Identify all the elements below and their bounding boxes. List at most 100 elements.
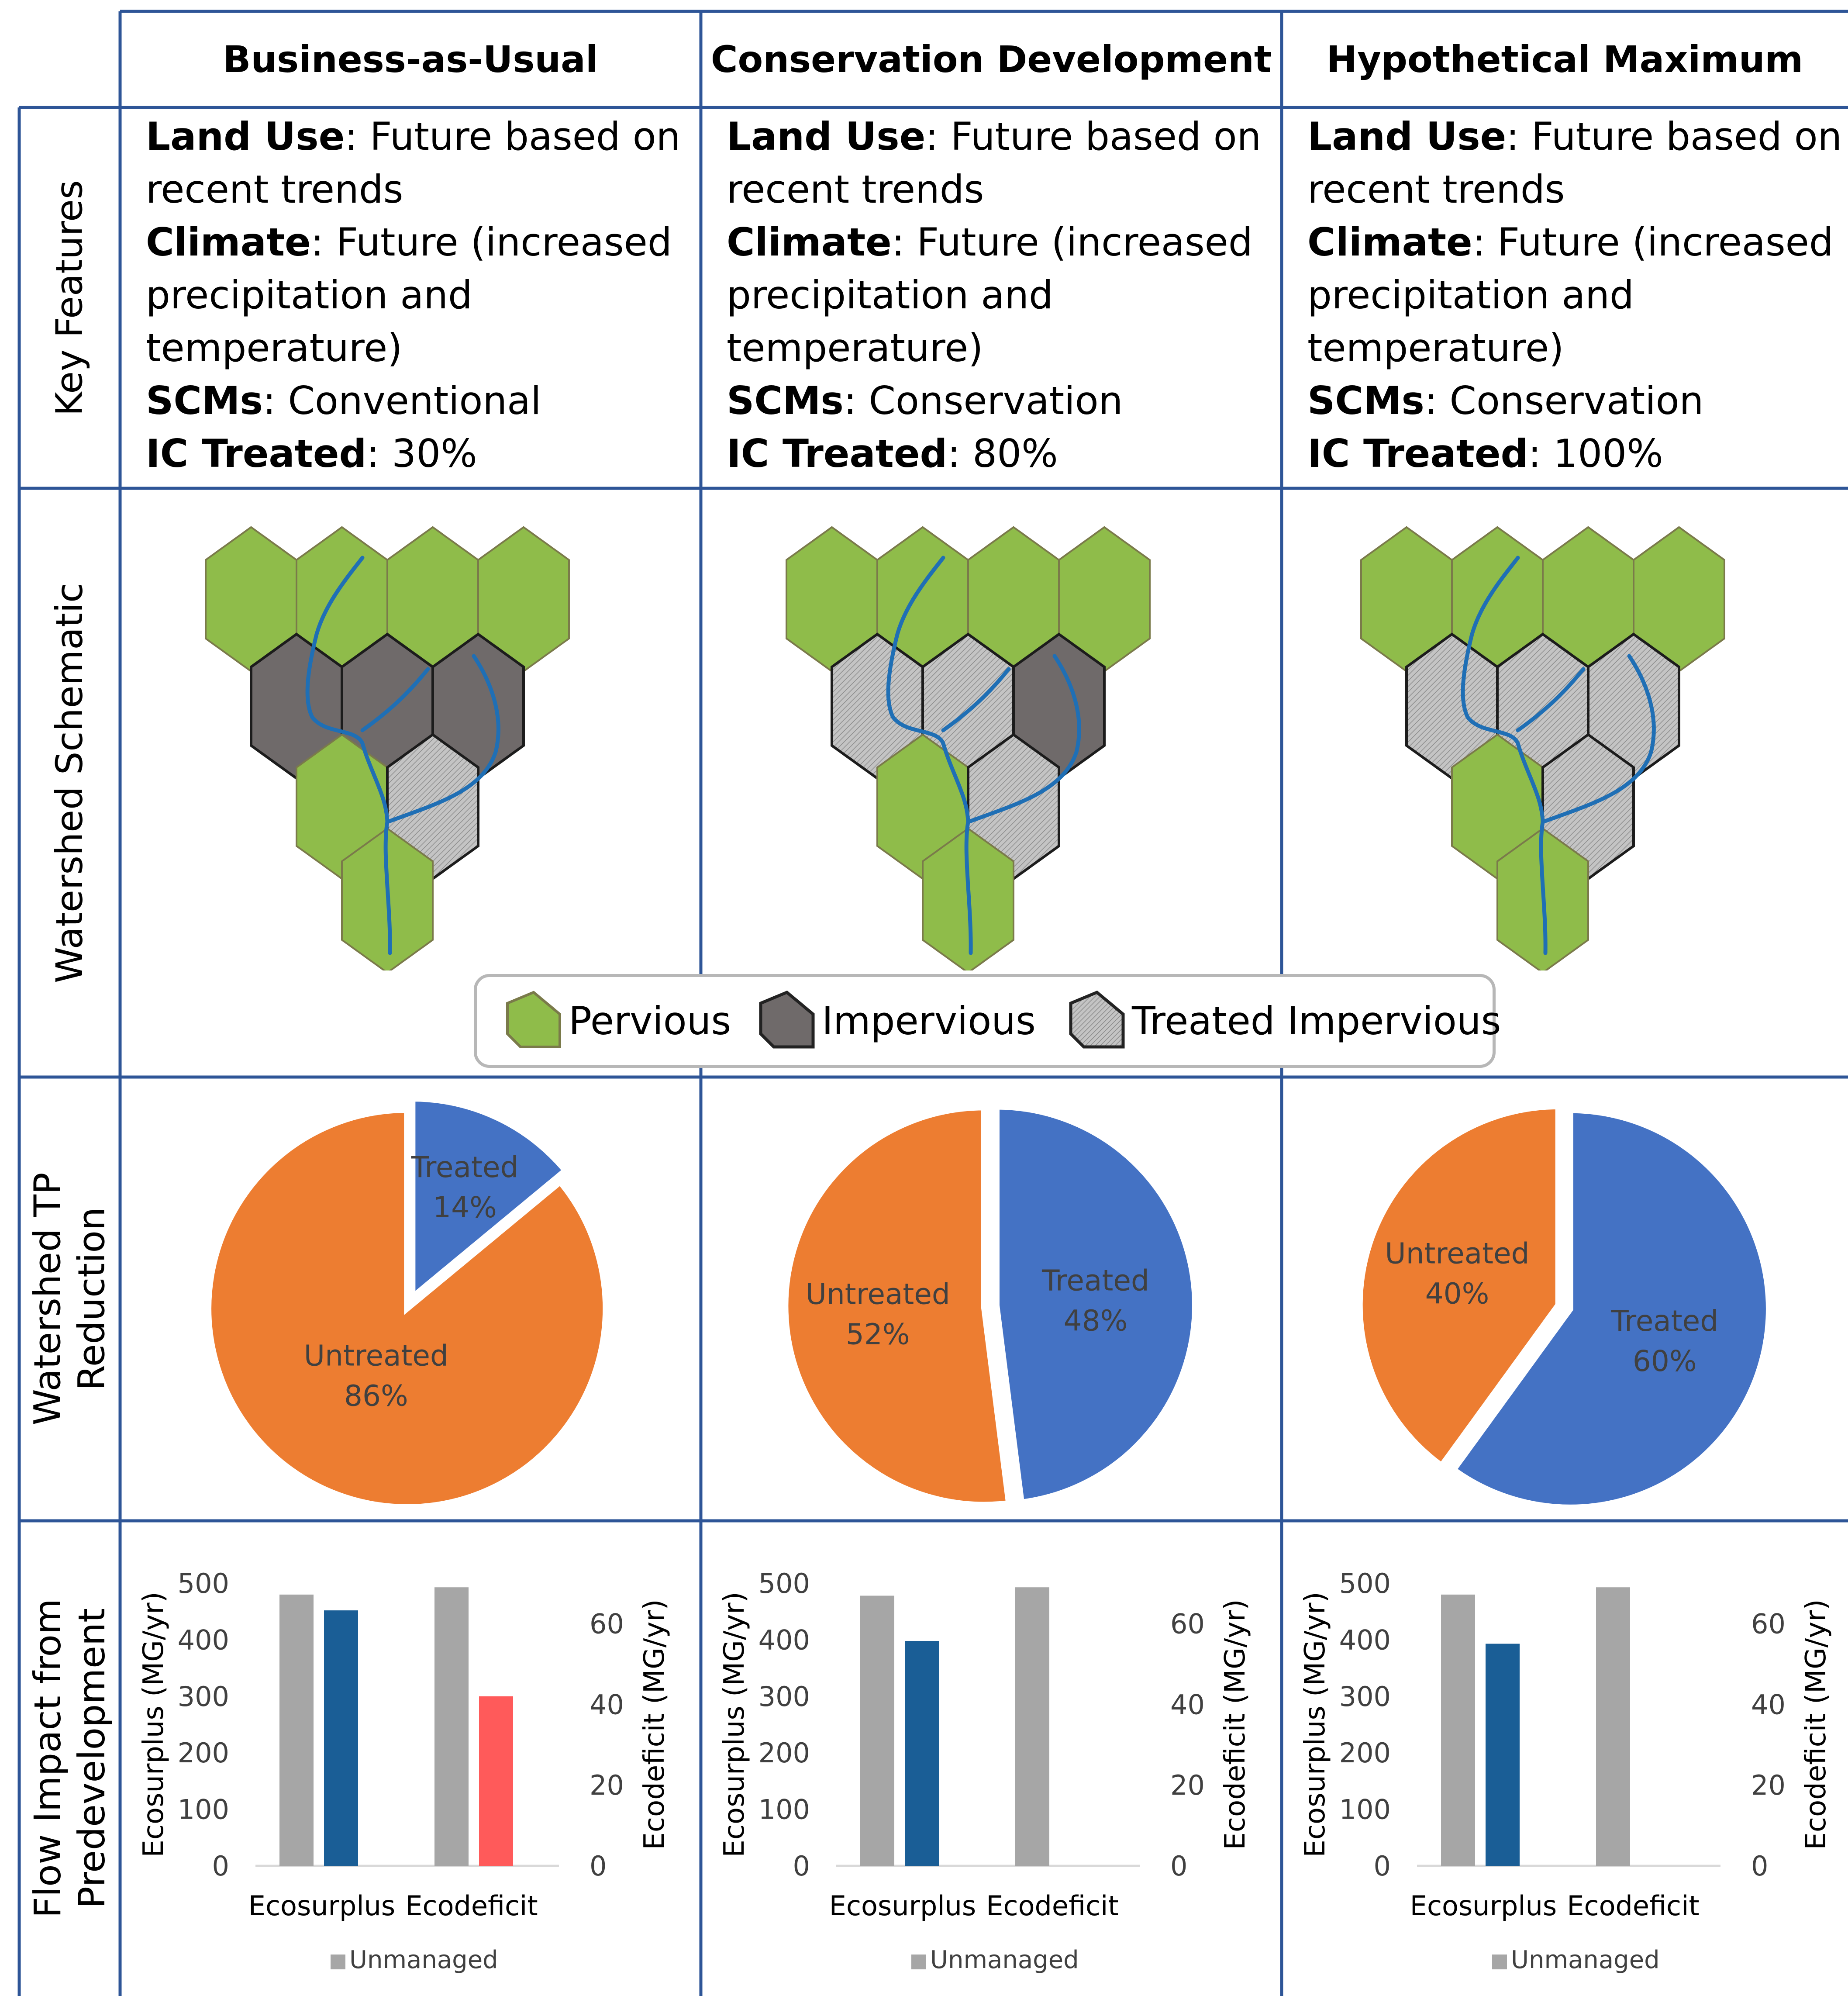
left-tick-label: 100: [178, 1794, 229, 1826]
stream-network: [1461, 556, 1656, 955]
left-tick-label: 300: [1339, 1681, 1391, 1713]
stream-network: [886, 556, 1081, 955]
feature-value: recent trends: [1307, 167, 1565, 212]
tp-reduction-pie-business-as-usual: Treated 14% Untreated 86%: [205, 1095, 609, 1510]
feature-label: Land Use: [1307, 114, 1507, 159]
stream-branch: [941, 667, 1011, 732]
pie-slice-treated: [409, 1095, 570, 1304]
left-tick-label: 200: [178, 1737, 229, 1769]
pie-percent-treated: 48%: [1064, 1304, 1128, 1337]
column-header-business-as-usual: Business-as-Usual: [223, 38, 598, 81]
feature-value: : Conservation: [843, 378, 1123, 423]
feature-value: recent trends: [727, 167, 984, 212]
bar-scenario-ecodeficit: [479, 1696, 513, 1866]
left-tick-label: 400: [178, 1624, 229, 1656]
left-tick-label: 500: [759, 1568, 810, 1599]
feature-value: : 100%: [1528, 431, 1663, 476]
right-tick-label: 0: [1751, 1850, 1768, 1882]
legend-label-unmanaged: Unmanaged: [1511, 1946, 1660, 1974]
stream-branch: [385, 654, 500, 824]
right-tick-label: 20: [590, 1769, 624, 1801]
left-tick-label: 0: [1374, 1850, 1391, 1882]
legend-swatch-unmanaged: [911, 1955, 926, 1969]
right-tick-label: 60: [1751, 1608, 1786, 1640]
left-tick-label: 300: [759, 1681, 810, 1713]
feature-label: IC Treated: [146, 431, 367, 476]
column-header-hypothetical-maximum: Hypothetical Maximum: [1326, 38, 1803, 81]
feature-value: precipitation and: [727, 273, 1053, 318]
left-tick-label: 0: [212, 1850, 229, 1882]
feature-value: precipitation and: [1307, 273, 1634, 318]
bar-unmanaged-ecodeficit: [1596, 1587, 1630, 1866]
feature-label: Climate: [146, 220, 311, 265]
feature-value: temperature): [146, 325, 403, 370]
pie-slice-treated: [993, 1103, 1198, 1506]
category-label: Ecodeficit: [405, 1890, 538, 1922]
row-label-line: Predevelopment: [70, 1608, 113, 1909]
bar-unmanaged-ecosurplus: [1441, 1594, 1475, 1866]
stream-main: [886, 556, 973, 955]
legend-item-impervious: Impervious: [756, 977, 1036, 1064]
stream-branch: [1516, 667, 1586, 732]
feature-value: : Future based on: [925, 114, 1262, 159]
key-features-cell-0: Land Use: Future based on recent trends …: [146, 110, 700, 480]
bar-scenario-ecosurplus: [1486, 1644, 1520, 1866]
right-axis-title: Ecodeficit (MG/yr): [1219, 1599, 1252, 1850]
pie-percent-untreated: 52%: [846, 1318, 910, 1351]
category-label: Ecosurplus: [1410, 1890, 1557, 1922]
right-tick-label: 20: [1751, 1769, 1786, 1801]
row-label-line: Watershed TP: [26, 1172, 69, 1426]
category-label: Ecodeficit: [986, 1890, 1118, 1922]
bar-scenario-ecosurplus: [905, 1640, 939, 1866]
bar-scenario-ecosurplus: [324, 1610, 358, 1866]
right-tick-label: 40: [1170, 1689, 1205, 1720]
watershed-schematic-conservation-development: [786, 526, 1151, 970]
right-tick-label: 60: [590, 1608, 624, 1640]
flow-impact-chart-business-as-usual: 0 100 200 300 400 500 0 20 40 60 Ecosurplus (MG/yr…: [138, 1568, 671, 1974]
row-label-text: Watershed TP Reduction: [26, 1173, 114, 1426]
legend-label: Pervious: [569, 998, 731, 1043]
legend-label-unmanaged: Unmanaged: [349, 1946, 498, 1974]
key-features-cell-1: Land Use: Future based on recent trends …: [727, 110, 1281, 480]
feature-value: precipitation and: [146, 273, 472, 318]
left-tick-label: 500: [1339, 1568, 1391, 1599]
right-axis-title: Ecodeficit (MG/yr): [638, 1599, 671, 1850]
legend-item-treated: Treated Impervious: [1066, 977, 1501, 1064]
pie-percent-untreated: 40%: [1425, 1277, 1489, 1311]
feature-label: SCMs: [727, 378, 844, 423]
schematic-legend: Pervious Impervious Treated Impervious: [474, 974, 1501, 1068]
left-axis-title: Ecosurplus (MG/yr): [1299, 1592, 1331, 1857]
bar-unmanaged-ecosurplus: [279, 1594, 314, 1866]
left-tick-label: 400: [759, 1624, 810, 1656]
stream-network: [305, 556, 500, 955]
legend-label: Impervious: [822, 998, 1036, 1043]
feature-value: : 80%: [947, 431, 1058, 476]
left-tick-label: 100: [1339, 1794, 1391, 1826]
stream-main: [305, 556, 392, 955]
category-label: Ecosurplus: [248, 1890, 395, 1922]
tp-reduction-pie-conservation-development: Treated 48% Untreated 52%: [782, 1103, 1198, 1508]
row-label-line: Reduction: [70, 1207, 113, 1391]
left-tick-label: 500: [178, 1568, 229, 1599]
row-label-tp-reduction: Watershed TP Reduction: [19, 1077, 120, 1521]
feature-value: : Conventional: [262, 378, 541, 423]
left-tick-label: 0: [793, 1850, 810, 1882]
feature-value: : Future based on: [1506, 114, 1842, 159]
pie-slice-untreated: [205, 1106, 609, 1510]
category-label: Ecosurplus: [829, 1890, 976, 1922]
right-axis-title: Ecodeficit (MG/yr): [1800, 1599, 1832, 1850]
pie-slice-treated: [1449, 1107, 1772, 1511]
left-axis-title: Ecosurplus (MG/yr): [718, 1592, 751, 1857]
pie-label-treated: Treated: [411, 1150, 519, 1184]
row-label-text: Key Features: [48, 180, 91, 416]
stream-branch: [1541, 654, 1656, 824]
row-label-line: Flow Impact from: [26, 1599, 69, 1918]
feature-label: Land Use: [146, 114, 345, 159]
stream-branch: [360, 667, 430, 732]
stream-main: [1461, 556, 1548, 955]
treated-swatch-icon: [1069, 990, 1125, 1049]
feature-value: temperature): [727, 325, 983, 370]
pie-percent-treated: 14%: [433, 1191, 497, 1224]
